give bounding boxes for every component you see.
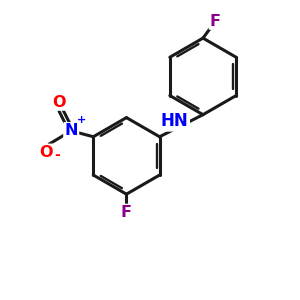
Text: F: F (210, 14, 221, 28)
Text: O: O (39, 145, 53, 160)
Text: -: - (54, 148, 60, 162)
Text: O: O (53, 94, 66, 110)
Text: F: F (121, 205, 132, 220)
Text: +: + (77, 115, 86, 124)
Text: N: N (64, 123, 78, 138)
Text: HN: HN (161, 112, 189, 130)
